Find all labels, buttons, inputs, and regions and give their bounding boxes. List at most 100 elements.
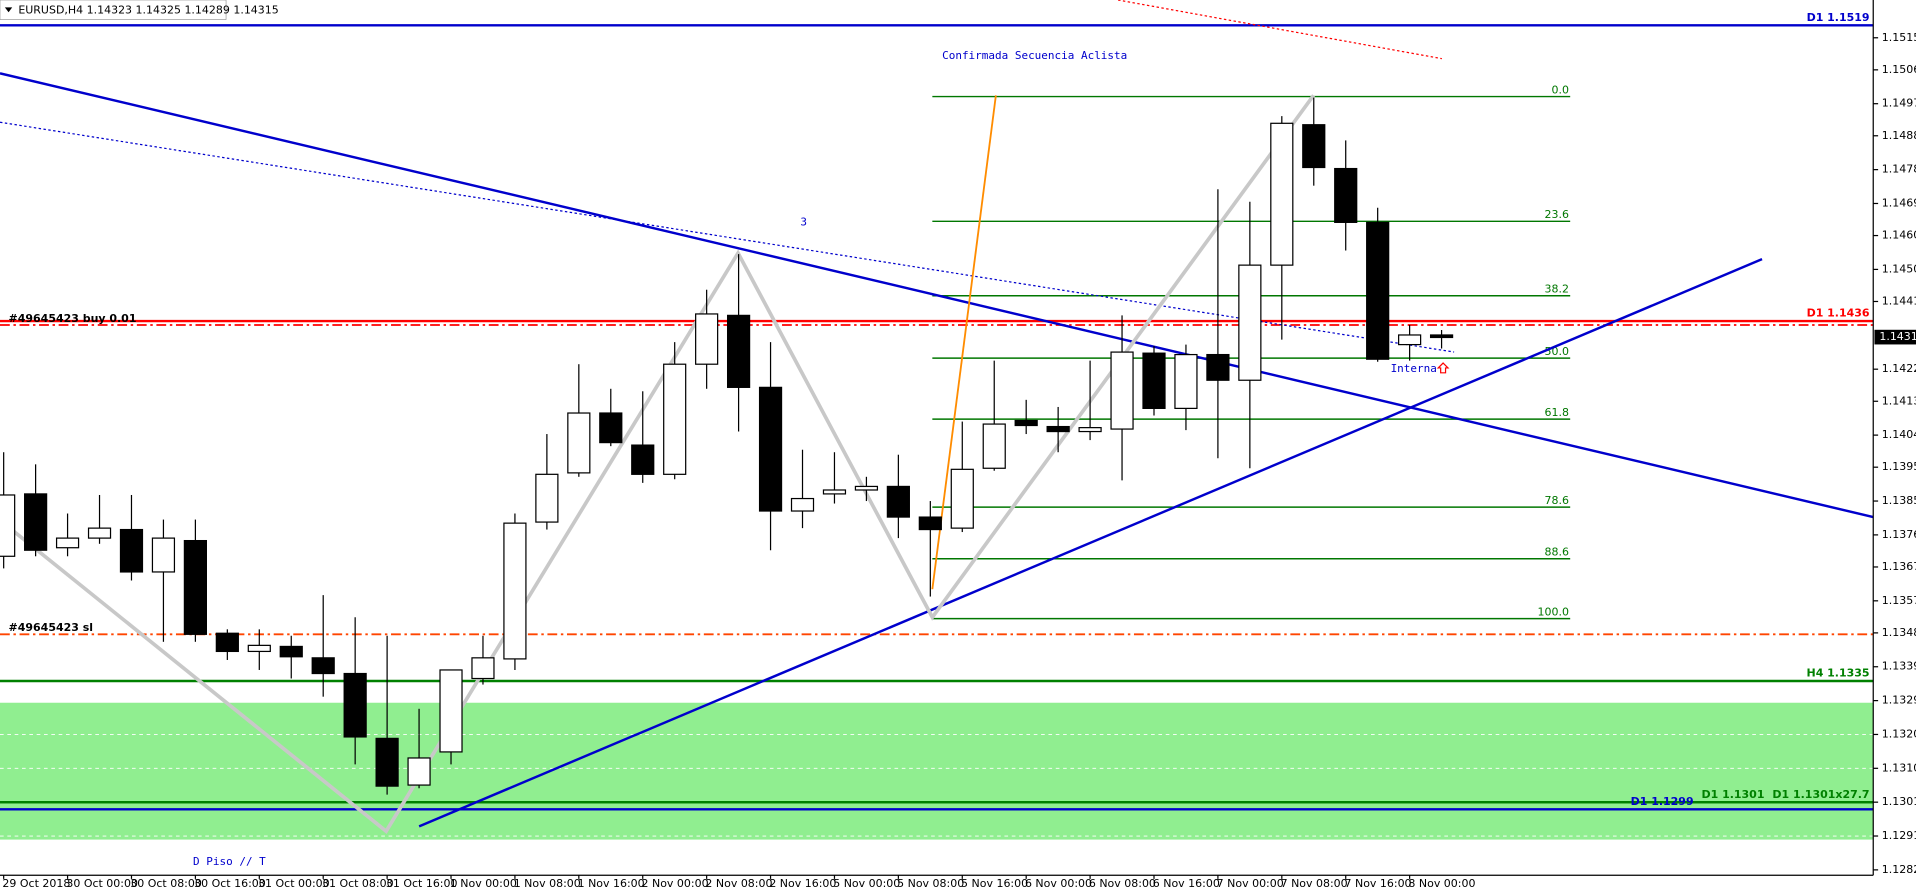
- candle-body: [886, 485, 910, 518]
- fibo-label: 61.8: [1545, 406, 1569, 419]
- candle-body: [215, 632, 239, 653]
- y-tick-label: 1.14415: [1882, 294, 1916, 307]
- level-label: D1 1.1299: [1631, 795, 1694, 808]
- annotation: 3: [800, 215, 807, 228]
- candle-body: [663, 363, 687, 475]
- candle-body: [247, 644, 271, 653]
- x-tick-label: 8 Nov 00:00: [1408, 877, 1475, 890]
- candle-body: [918, 516, 942, 531]
- candle-body: [1078, 427, 1102, 433]
- x-tick-label: 5 Nov 16:00: [961, 877, 1028, 890]
- candle-body: [119, 528, 144, 573]
- drawings: [0, 0, 1874, 834]
- fibo-label: 88.6: [1545, 546, 1569, 559]
- candle-body: [407, 757, 431, 786]
- trend-line: [418, 258, 1763, 828]
- level-label: D1 1.1436: [1807, 307, 1870, 320]
- candle-body: [343, 672, 367, 738]
- annotation: Interna: [1391, 362, 1437, 375]
- level-label: D1 1.1301x27.7: [1772, 788, 1869, 801]
- level-label: H4 1.1335: [1807, 667, 1870, 680]
- price-label: 1.14315: [1879, 330, 1916, 343]
- x-tick-label: 31 Oct 16:00: [386, 877, 458, 890]
- candle-body: [279, 645, 303, 658]
- x-tick-label: 6 Nov 16:00: [1153, 877, 1220, 890]
- x-tick-label: 6 Nov 00:00: [1025, 877, 1092, 890]
- candle-body: [1238, 264, 1262, 381]
- menu-icon[interactable]: [4, 7, 13, 13]
- candle-body: [1366, 221, 1390, 360]
- zone-layer: [0, 702, 1874, 840]
- x-tick-label: 1 Nov 08:00: [514, 877, 581, 890]
- candle-body: [822, 489, 847, 495]
- candle-body: [503, 522, 527, 660]
- x-tick-label: 7 Nov 08:00: [1281, 877, 1348, 890]
- candle-body: [1110, 351, 1134, 430]
- fibo-label: 0.0: [1551, 83, 1568, 96]
- order-label: #49645423 buy 0.01: [9, 312, 137, 325]
- candle-body: [183, 539, 207, 635]
- zigzag: [2, 94, 1316, 834]
- annotation: D Piso // T: [193, 855, 266, 868]
- header-title: EURUSD,H4 1.14323 1.14325 1.14289 1.1431…: [18, 3, 278, 16]
- x-tick-label: 31 Oct 08:00: [322, 877, 394, 890]
- y-tick-label: 1.14135: [1882, 394, 1916, 407]
- y-tick-label: 1.14505: [1882, 262, 1916, 275]
- candle-body: [24, 493, 48, 551]
- y-tick-label: 1.13855: [1882, 494, 1916, 507]
- candle-body: [1302, 124, 1326, 169]
- level-layer: D1 1.1519 D1 1.1436 H4 1.1335 D1 1.1301 D1 1…: [0, 11, 1874, 811]
- x-tick-label: 30 Oct 08:00: [130, 877, 202, 890]
- y-tick-label: 1.13950: [1882, 460, 1916, 473]
- x-tick-label: 2 Nov 00:00: [642, 877, 709, 890]
- fibo-label: 23.6: [1545, 208, 1569, 221]
- candle-body: [1046, 425, 1070, 433]
- x-tick-label: 1 Nov 00:00: [450, 877, 517, 890]
- ma-line: [0, 121, 1455, 353]
- y-tick-label: 1.14225: [1882, 362, 1916, 375]
- y-tick-label: 1.13105: [1882, 761, 1916, 774]
- x-tick-label: 5 Nov 08:00: [897, 877, 964, 890]
- candle-body: [87, 527, 112, 539]
- candle-body: [726, 314, 751, 388]
- fibo-base: [931, 95, 997, 590]
- candle-body: [535, 473, 559, 523]
- level-label: D1 1.1301: [1702, 788, 1765, 801]
- candle-body: [567, 412, 591, 474]
- order-label: #49645423 sl: [9, 621, 93, 634]
- header-box: [0, 0, 227, 20]
- axis-layer: 1.15155 1.15065 1.14970 1.14880 1.14785 1.146…: [2, 31, 1916, 890]
- candle-body: [631, 444, 655, 475]
- y-tick-label: 1.13200: [1882, 727, 1916, 740]
- y-tick-label: 1.13670: [1882, 560, 1916, 573]
- price-box: [1874, 329, 1916, 345]
- fibo-label: 78.6: [1545, 494, 1569, 507]
- y-tick-label: 1.12820: [1882, 863, 1916, 876]
- ma-line: [1117, 0, 1442, 60]
- x-tick-label: 30 Oct 16:00: [194, 877, 266, 890]
- fibo-label: 38.2: [1545, 283, 1569, 296]
- x-tick-label: 2 Nov 16:00: [769, 877, 836, 890]
- candle-body: [375, 737, 399, 787]
- x-tick-label: 2 Nov 08:00: [705, 877, 772, 890]
- candle-body: [471, 657, 495, 680]
- x-tick-label: 5 Nov 00:00: [833, 877, 900, 890]
- candle-body: [55, 537, 80, 549]
- y-tick-label: 1.15065: [1882, 63, 1916, 76]
- candle-body: [1174, 353, 1198, 409]
- fibo-label: 100.0: [1538, 606, 1569, 619]
- y-tick-label: 1.14600: [1882, 229, 1916, 242]
- y-tick-label: 1.15155: [1882, 31, 1916, 44]
- x-tick-label: 31 Oct 00:00: [258, 877, 330, 890]
- candle-body: [1206, 353, 1230, 381]
- candle-body: [151, 537, 176, 573]
- level-label: D1 1.1519: [1807, 11, 1870, 24]
- candle-body: [1270, 122, 1294, 266]
- y-tick-label: 1.13390: [1882, 660, 1916, 673]
- candle-body: [1398, 334, 1422, 346]
- y-tick-label: 1.12915: [1882, 829, 1916, 842]
- y-tick-label: 1.14970: [1882, 97, 1916, 110]
- trend-line: [0, 72, 1874, 519]
- y-tick-label: 1.13485: [1882, 626, 1916, 639]
